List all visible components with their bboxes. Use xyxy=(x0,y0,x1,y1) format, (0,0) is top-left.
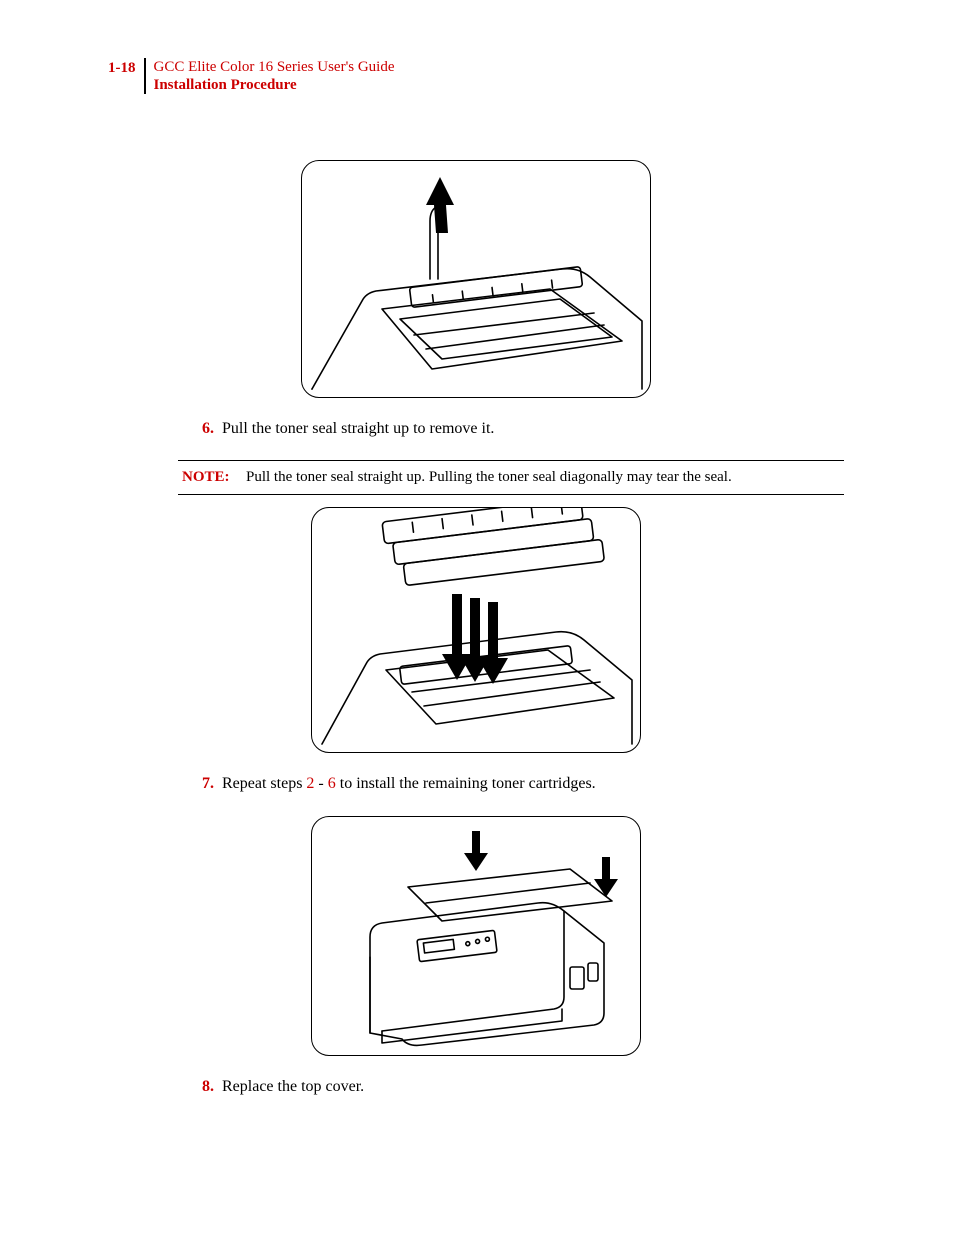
note-block: NOTE: Pull the toner seal straight up. P… xyxy=(178,460,844,495)
page-header: 1-18 GCC Elite Color 16 Series User's Gu… xyxy=(108,58,844,94)
figure-3-container xyxy=(108,816,844,1056)
step-7-range-sep: - xyxy=(314,775,327,792)
step-7: 7. Repeat steps 2 - 6 to install the rem… xyxy=(108,773,844,795)
figure-3-svg xyxy=(312,817,640,1055)
step-6: 6. Pull the toner seal straight up to re… xyxy=(108,418,844,440)
step-8-text: Replace the top cover. xyxy=(222,1076,364,1098)
step-7-text: Repeat steps 2 - 6 to install the remain… xyxy=(222,773,596,795)
note-label: NOTE: xyxy=(182,469,246,486)
step-7-prefix: Repeat steps xyxy=(222,775,306,792)
figure-1-container xyxy=(108,160,844,398)
step-7-range-end: 6 xyxy=(328,775,336,792)
step-7-number: 7. xyxy=(186,773,222,795)
step-6-number: 6. xyxy=(186,418,222,440)
note-text: Pull the toner seal straight up. Pulling… xyxy=(246,469,732,486)
figure-3 xyxy=(311,816,641,1056)
step-6-text: Pull the toner seal straight up to remov… xyxy=(222,418,494,440)
header-divider xyxy=(144,58,146,94)
figure-2-svg xyxy=(312,508,640,752)
header-title: GCC Elite Color 16 Series User's Guide xyxy=(154,58,395,76)
step-8-number: 8. xyxy=(186,1076,222,1098)
header-text-block: GCC Elite Color 16 Series User's Guide I… xyxy=(154,58,395,94)
figure-1-svg xyxy=(302,161,650,397)
figure-1 xyxy=(301,160,651,398)
figure-2 xyxy=(311,507,641,753)
page-number: 1-18 xyxy=(108,58,144,77)
page-container: 1-18 GCC Elite Color 16 Series User's Gu… xyxy=(0,0,954,1098)
step-8: 8. Replace the top cover. xyxy=(108,1076,844,1098)
step-7-suffix: to install the remaining toner cartridge… xyxy=(336,775,596,792)
header-subtitle: Installation Procedure xyxy=(154,76,395,94)
figure-2-container xyxy=(108,507,844,753)
